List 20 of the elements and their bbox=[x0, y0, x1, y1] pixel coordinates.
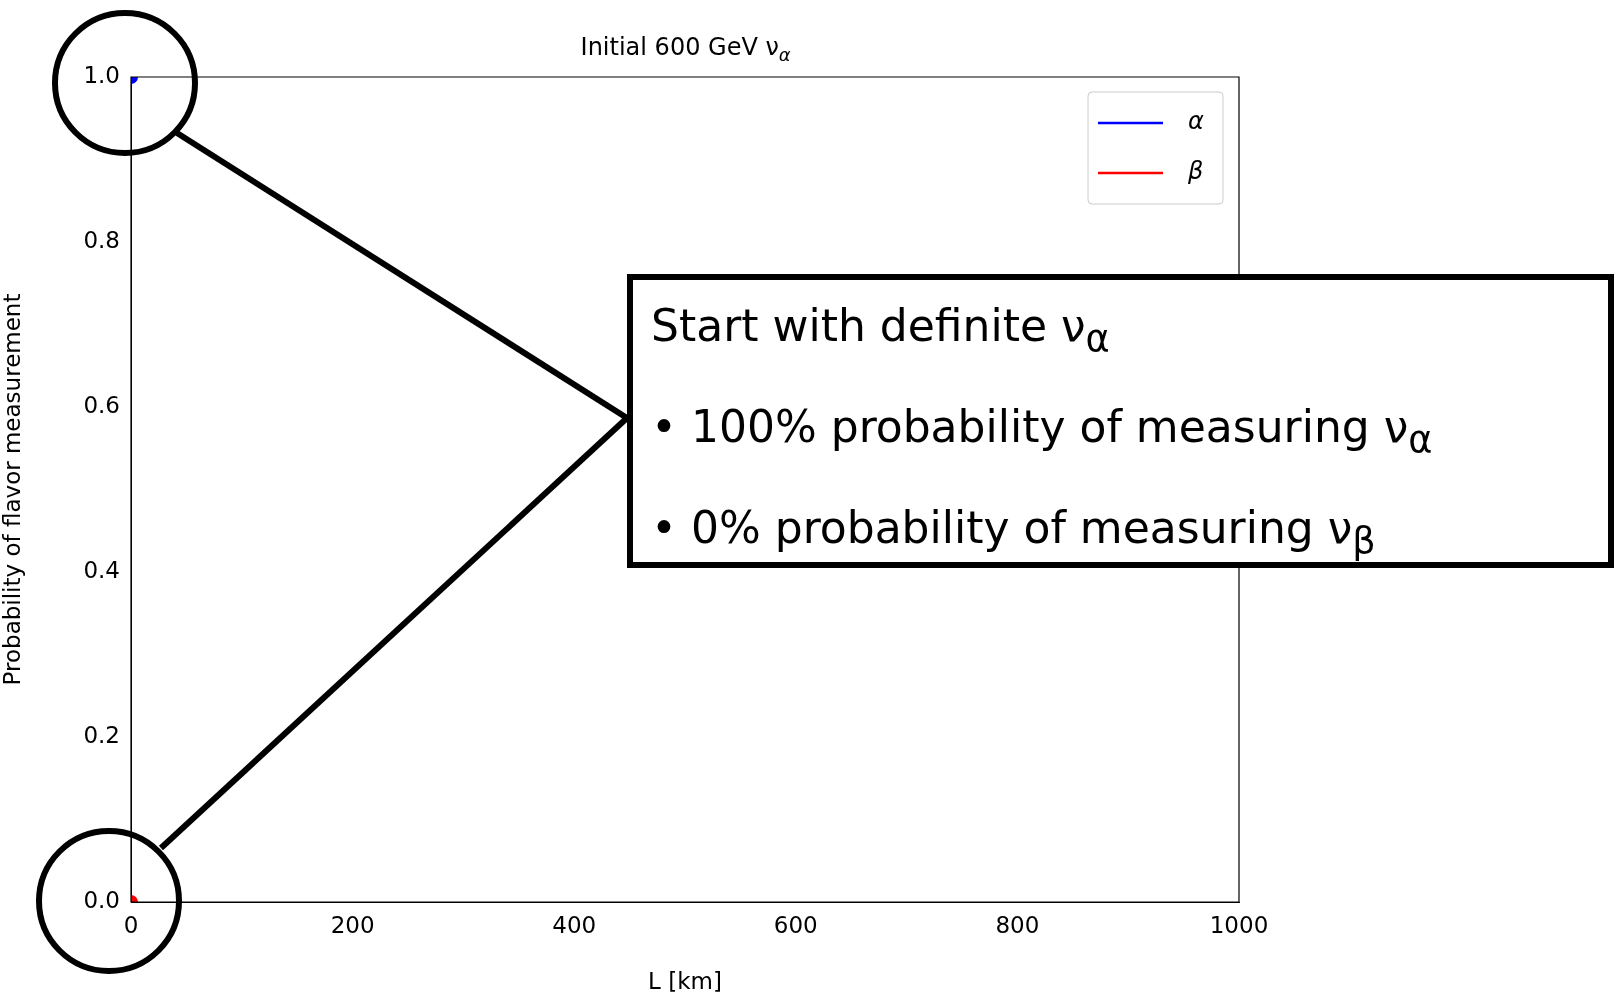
annotation: • 100% probability of measuring ν$_{α}$ bbox=[651, 399, 1434, 463]
y-tick-label: 0.8 bbox=[83, 226, 120, 253]
y-tick-label: 0.2 bbox=[83, 721, 120, 748]
x-tick-label: 600 bbox=[773, 911, 818, 938]
x-tick-label: 400 bbox=[552, 911, 597, 938]
y-axis-title: Probability of flavor measurement bbox=[0, 293, 25, 686]
x-tick-label: 200 bbox=[330, 911, 375, 938]
text-box: Start with definite ν$_{α}$ • 100% probability of measuring ν$_{α}$ • 0% probability of measuring ν$_{β}$ bbox=[627, 274, 1614, 568]
x-axis-title: L [km] bbox=[648, 968, 722, 995]
x-tick-label: 0 bbox=[123, 911, 139, 938]
y-tick-label: 0.4 bbox=[83, 556, 120, 583]
y-tick-label: 1.0 bbox=[83, 61, 120, 88]
legend-label: β bbox=[1187, 157, 1204, 186]
x-tick-label: 800 bbox=[995, 911, 1040, 938]
y-tick-label: 0.0 bbox=[83, 886, 120, 913]
annotation: Start with definite ν$_{α}$ bbox=[651, 299, 1111, 362]
legend-label: α bbox=[1188, 107, 1204, 136]
y-tick-label: 0.6 bbox=[83, 391, 120, 418]
x-tick-label: 1000 bbox=[1209, 911, 1269, 938]
annotation: • 0% probability of measuring ν$_{β}$ bbox=[651, 500, 1377, 564]
